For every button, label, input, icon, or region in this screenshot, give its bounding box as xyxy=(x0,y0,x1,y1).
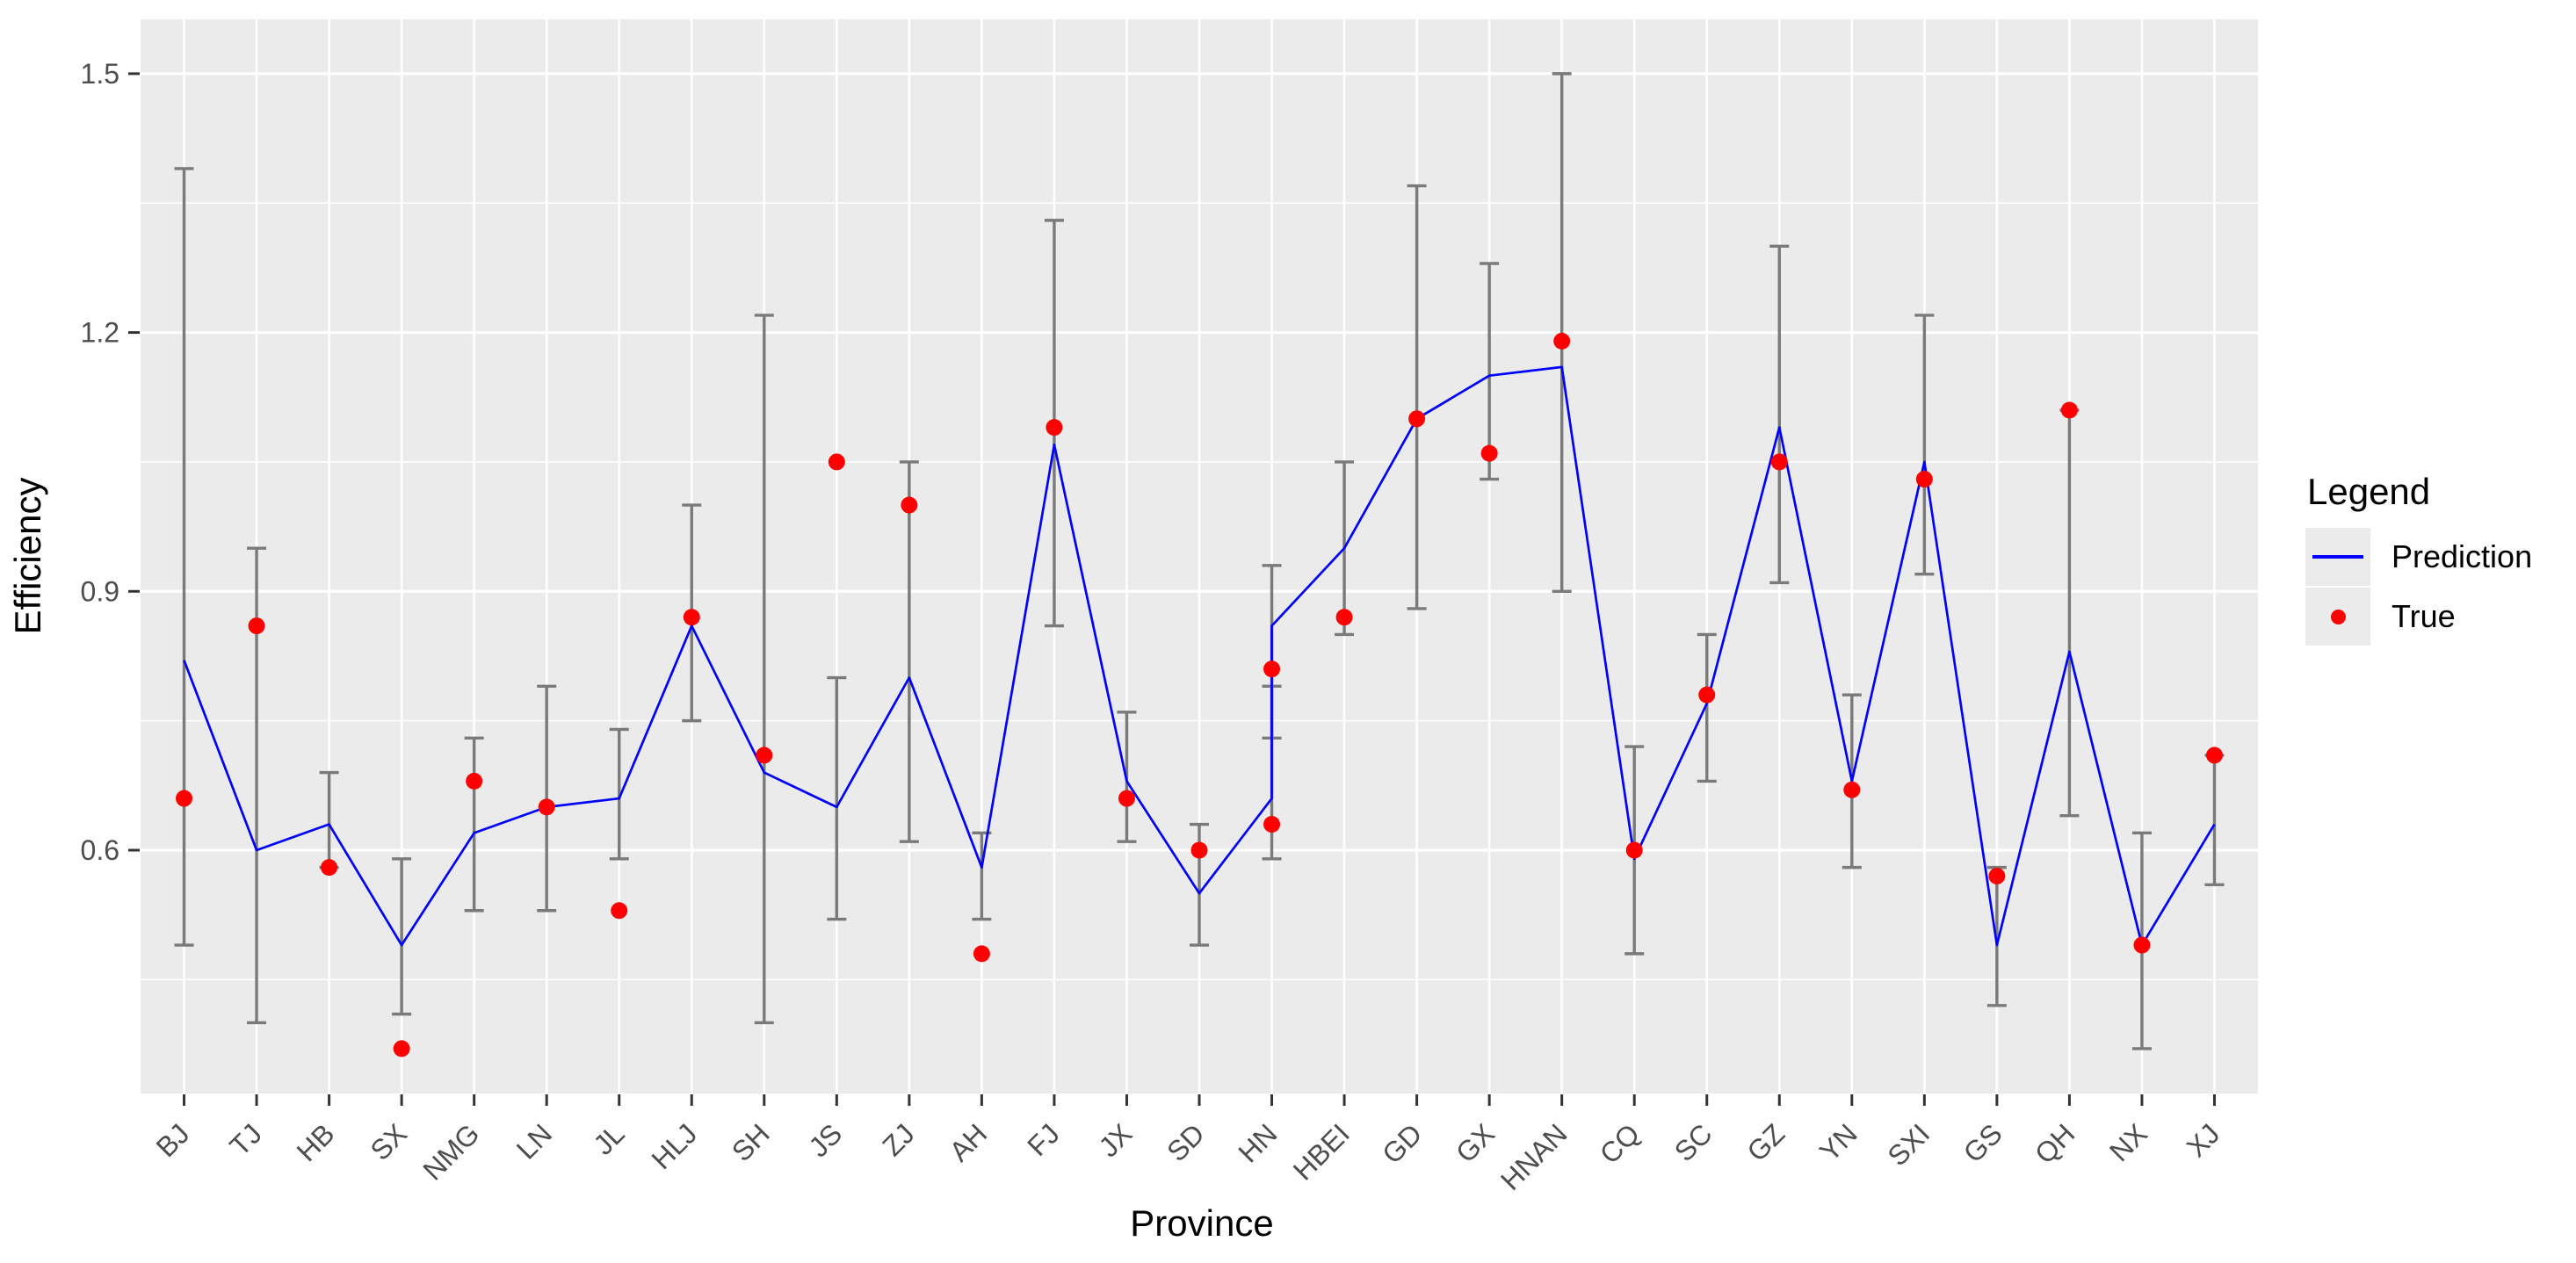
true-points xyxy=(176,332,2223,1057)
true-key-box xyxy=(2305,588,2370,646)
y-tick-label: 1.5 xyxy=(81,58,119,90)
x-tick-label: CQ xyxy=(1594,1117,1646,1169)
legend-label-prediction: Prediction xyxy=(2391,538,2533,574)
x-tick-label: FJ xyxy=(1021,1117,1066,1162)
prediction-line xyxy=(183,365,2216,947)
x-tick-label: ZJ xyxy=(876,1117,921,1162)
x-tick-label: JS xyxy=(802,1117,848,1163)
legend-label-true: True xyxy=(2391,598,2456,634)
x-tick-label: SX xyxy=(364,1117,413,1166)
x-tick-label: SH xyxy=(726,1117,776,1167)
x-tick-label: GX xyxy=(1450,1117,1501,1168)
x-tick-label: YN xyxy=(1813,1117,1863,1167)
x-tick-label: SD xyxy=(1161,1117,1211,1167)
y-tick-label: 0.6 xyxy=(81,834,119,866)
x-tick-label: GS xyxy=(1957,1117,2008,1168)
x-axis-title: Province xyxy=(1130,1202,1274,1244)
legend-item-true: True xyxy=(2302,587,2576,646)
x-tick-label: NX xyxy=(2103,1117,2153,1167)
x-tick-label: SXI xyxy=(1881,1117,1936,1172)
x-axis: BJ TJ HB SX NMG LN JL HLJ SH JS ZJ AH FJ JX SD HN HBEI GD… xyxy=(150,1094,2226,1196)
x-tick-label: JX xyxy=(1093,1117,1139,1163)
legend: Legend Prediction True xyxy=(2302,471,2576,646)
prediction-line-icon xyxy=(2312,555,2363,559)
x-tick-label: SC xyxy=(1668,1117,1719,1167)
x-tick-label: GZ xyxy=(1740,1117,1791,1167)
x-tick-label: AH xyxy=(943,1117,993,1167)
x-tick-label: XJ xyxy=(2181,1117,2226,1163)
prediction-key-box xyxy=(2305,528,2370,586)
y-tick-label: 1.2 xyxy=(81,317,119,349)
legend-title: Legend xyxy=(2307,471,2431,512)
x-tick-label: BJ xyxy=(150,1117,196,1163)
y-axis-title: Efficiency xyxy=(7,477,48,635)
x-tick-label: HLJ xyxy=(646,1117,704,1175)
x-tick-label: HBEI xyxy=(1287,1117,1356,1186)
legend-item-prediction: Prediction xyxy=(2302,527,2576,587)
x-tick-label: HN xyxy=(1232,1117,1283,1168)
x-tick-label: HB xyxy=(291,1117,341,1167)
x-tick-label: LN xyxy=(510,1117,558,1165)
x-tick-label: GD xyxy=(1376,1117,1428,1169)
true-point-icon xyxy=(2330,609,2346,624)
x-tick-label: QH xyxy=(2029,1117,2080,1169)
x-tick-label: HNAN xyxy=(1494,1117,1574,1196)
y-tick-label: 0.9 xyxy=(81,575,119,607)
x-tick-label: NMG xyxy=(416,1117,485,1186)
x-tick-label: TJ xyxy=(223,1117,268,1162)
x-tick-label: JL xyxy=(587,1117,630,1160)
y-axis: 1.5 1.2 0.9 0.6 xyxy=(81,58,140,866)
